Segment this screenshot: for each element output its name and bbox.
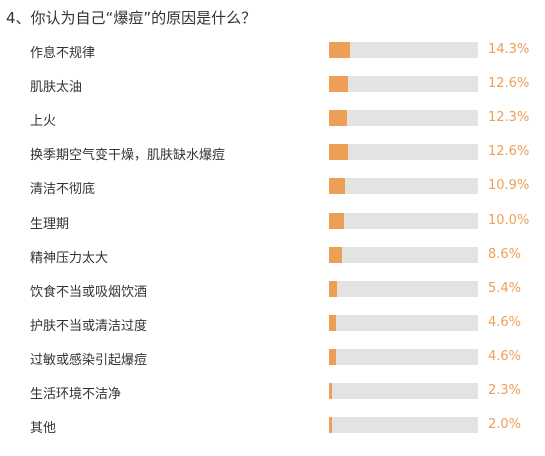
bar [329,417,332,433]
bar [329,76,348,92]
bar-row: 作息不规律 14.3% [0,40,545,61]
bar-row: 上火 12.3% [0,108,545,129]
percent-label: 12.3% [488,110,530,125]
bar [329,315,336,331]
bar-track [329,281,478,297]
bar-row: 生理期 10.0% [0,211,545,232]
bar-track [329,76,478,92]
bar-track [329,178,478,194]
category-label: 护肤不当或清洁过度 [30,319,148,334]
category-label: 过敏或感染引起爆痘 [30,353,148,368]
percent-label: 4.6% [488,349,522,364]
bar-row: 生活环境不洁净 2.3% [0,381,545,402]
category-label: 换季期空气变干燥，肌肤缺水爆痘 [30,148,226,163]
bar-row: 护肤不当或清洁过度 4.6% [0,313,545,334]
percent-label: 8.6% [488,247,522,262]
percent-label: 12.6% [488,76,530,91]
bar [329,281,337,297]
bar [329,144,348,160]
category-label: 饮食不当或吸烟饮酒 [30,285,148,300]
bar-row: 肌肤太油 12.6% [0,74,545,95]
bar-row: 精神压力太大 8.6% [0,245,545,266]
percent-label: 4.6% [488,315,522,330]
bar-track [329,144,478,160]
percent-label: 10.9% [488,178,530,193]
category-label: 肌肤太油 [30,80,83,95]
bar-track [329,383,478,399]
bar-track [329,315,478,331]
bar-track [329,247,478,263]
category-label: 上火 [30,114,57,129]
percent-label: 12.6% [488,144,530,159]
bar-track [329,349,478,365]
percent-label: 2.3% [488,383,522,398]
category-label: 清洁不彻底 [30,182,96,197]
bar-track [329,417,478,433]
percent-label: 14.3% [488,42,530,57]
bar [329,42,351,58]
category-label: 精神压力太大 [30,251,109,266]
bar [329,383,333,399]
percent-label: 10.0% [488,213,530,228]
bar [329,349,336,365]
category-label: 生活环境不洁净 [30,387,122,402]
bar-row: 过敏或感染引起爆痘 4.6% [0,347,545,368]
chart-title: 4、你认为自己“爆痘”的原因是什么？ [6,9,257,27]
bar-row: 饮食不当或吸烟饮酒 5.4% [0,279,545,300]
bar [329,247,342,263]
bar-track [329,110,478,126]
percent-label: 5.4% [488,281,522,296]
bar-track [329,213,478,229]
bar [329,213,344,229]
category-label: 生理期 [30,217,70,232]
percent-label: 2.0% [488,417,522,432]
category-label: 其他 [30,421,57,436]
bar [329,178,346,194]
bar-row: 其他 2.0% [0,415,545,436]
bar-track [329,42,478,58]
bar-row: 换季期空气变干燥，肌肤缺水爆痘 12.6% [0,142,545,163]
bar-row: 清洁不彻底 10.9% [0,176,545,197]
bar [329,110,348,126]
category-label: 作息不规律 [30,46,96,61]
